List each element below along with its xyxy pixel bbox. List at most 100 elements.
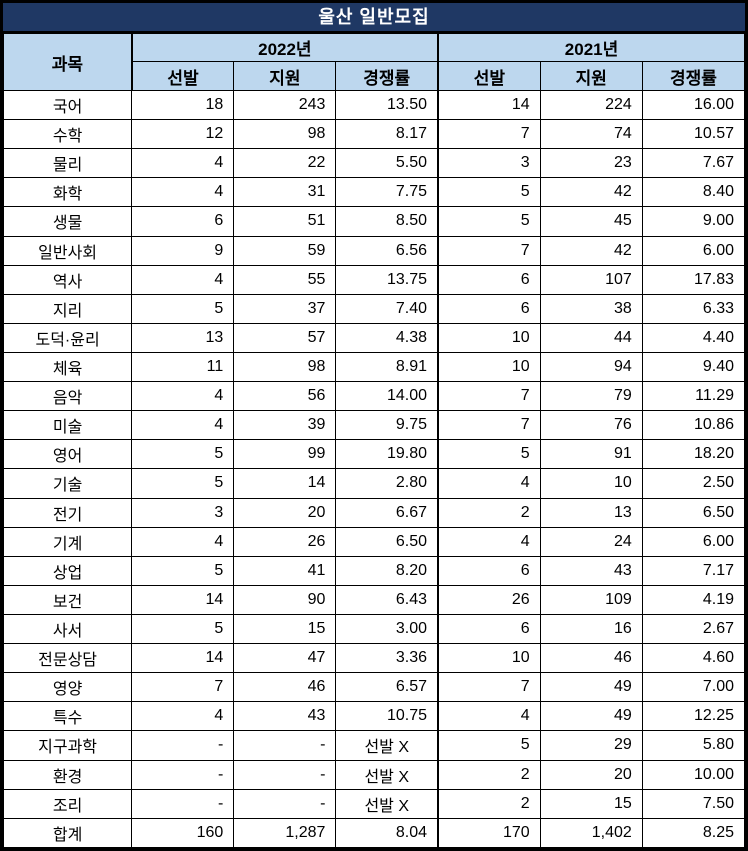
value-cell: 4.38	[335, 322, 440, 353]
subject-cell: 화학	[2, 177, 133, 208]
value-cell: 5	[131, 439, 235, 470]
value-cell: 8.91	[335, 351, 440, 383]
value-cell: -	[131, 788, 235, 819]
value-cell: 16.00	[641, 89, 746, 121]
value-cell: 11.29	[641, 381, 746, 412]
value-cell: 6.43	[335, 584, 440, 615]
header-selected-2022: 선발	[131, 61, 235, 91]
subject-cell: 생물	[2, 206, 133, 237]
header-applied-2021: 지원	[539, 61, 643, 91]
table-row: 음악 4 56 14.00 7 79 11.29	[2, 381, 746, 412]
value-cell: 5	[131, 468, 235, 499]
subject-cell: 체육	[2, 351, 133, 383]
value-cell: 15	[539, 788, 643, 819]
value-cell: 23	[539, 148, 643, 179]
value-cell: 13	[539, 497, 643, 528]
value-cell: 15	[233, 613, 337, 645]
value-cell: 49	[539, 701, 643, 732]
table-row: 역사 4 55 13.75 6 107 17.83	[2, 264, 746, 295]
sub-header-row: 선발 지원 경쟁률 선발 지원 경쟁률	[4, 61, 746, 91]
value-cell: 6	[131, 206, 235, 237]
value-cell: 91	[539, 439, 643, 470]
value-cell: 99	[233, 439, 337, 470]
value-cell: 14	[437, 89, 541, 121]
value-cell: 7.67	[641, 148, 746, 179]
subject-cell: 보건	[2, 584, 133, 615]
value-cell: 6	[437, 555, 541, 586]
value-cell: 22	[233, 148, 337, 179]
value-cell: 6.00	[641, 235, 746, 266]
table-row: 기술 5 14 2.80 4 10 2.50	[2, 468, 746, 499]
table-row: 미술 4 39 9.75 7 76 10.86	[2, 410, 746, 441]
value-cell: 4.40	[641, 322, 746, 353]
value-cell: 7.50	[641, 788, 746, 819]
value-cell: 4	[131, 177, 235, 208]
value-cell: 7	[437, 235, 541, 266]
subject-cell: 환경	[2, 759, 133, 790]
table-row: 생물 6 51 8.50 5 45 9.00	[2, 206, 746, 237]
subject-cell: 영어	[2, 439, 133, 470]
value-cell: 6.56	[335, 235, 440, 266]
value-cell: 6.33	[641, 293, 746, 324]
value-cell: 76	[539, 410, 643, 441]
value-cell: 8.25	[641, 817, 746, 849]
value-cell: 14	[233, 468, 337, 499]
value-cell: 8.20	[335, 555, 440, 586]
value-cell: 24	[539, 526, 643, 557]
value-cell: 4	[437, 701, 541, 732]
table-body: 국어 18 243 13.50 14 224 16.00 수학 12 98 8.17 7 74 10.57…	[2, 89, 746, 849]
value-cell: 13.50	[335, 89, 440, 121]
value-cell: 11	[131, 351, 235, 383]
subject-cell: 일반사회	[2, 235, 133, 266]
value-cell: 74	[539, 119, 643, 150]
value-cell: 14.00	[335, 381, 440, 412]
value-cell: 10.86	[641, 410, 746, 441]
value-cell: 12.25	[641, 701, 746, 732]
table-header: 과목 2022년 2021년 선발 지원 경쟁률 선발 지원 경쟁률	[2, 33, 746, 91]
value-cell: 79	[539, 381, 643, 412]
value-cell: 6	[437, 264, 541, 295]
table-row: 수학 12 98 8.17 7 74 10.57	[2, 119, 746, 150]
year-header-row: 과목 2022년 2021년	[2, 33, 746, 91]
value-cell: 13	[131, 322, 235, 353]
value-cell: 9	[131, 235, 235, 266]
value-cell: 5.80	[641, 730, 746, 761]
value-cell: 5	[437, 206, 541, 237]
value-cell: 6.50	[335, 526, 440, 557]
value-cell: 9.40	[641, 351, 746, 383]
value-cell: 107	[539, 264, 643, 295]
value-cell: 7.17	[641, 555, 746, 586]
table-row: 상업 5 41 8.20 6 43 7.17	[2, 555, 746, 586]
value-cell: 46	[233, 672, 337, 703]
table-row: 도덕·윤리 13 57 4.38 10 44 4.40	[2, 322, 746, 353]
value-cell: 3.00	[335, 613, 440, 645]
subject-cell: 수학	[2, 119, 133, 150]
table-row: 환경 - - 선발 X 2 20 10.00	[2, 759, 746, 790]
value-cell: 38	[539, 293, 643, 324]
table-row: 지구과학 - - 선발 X 5 29 5.80	[2, 730, 746, 761]
value-cell: 4.60	[641, 643, 746, 674]
table-row: 사서 5 15 3.00 6 16 2.67	[2, 613, 746, 645]
value-cell: 51	[233, 206, 337, 237]
subject-cell: 미술	[2, 410, 133, 441]
value-cell: 18	[131, 89, 235, 121]
value-cell: 4	[131, 701, 235, 732]
value-cell: 42	[539, 235, 643, 266]
value-cell: 44	[539, 322, 643, 353]
value-cell: 10.75	[335, 701, 440, 732]
table-row: 화학 4 31 7.75 5 42 8.40	[2, 177, 746, 208]
value-cell: 46	[539, 643, 643, 674]
value-cell: 55	[233, 264, 337, 295]
table-row: 기계 4 26 6.50 4 24 6.00	[2, 526, 746, 557]
value-cell: 19.80	[335, 439, 440, 470]
value-cell: 43	[539, 555, 643, 586]
value-cell: 선발 X	[335, 730, 440, 761]
value-cell: 45	[539, 206, 643, 237]
total-row: 합계 160 1,287 8.04 170 1,402 8.25	[2, 817, 746, 849]
value-cell: -	[233, 759, 337, 790]
subject-cell: 영양	[2, 672, 133, 703]
subject-cell: 물리	[2, 148, 133, 179]
value-cell: 57	[233, 322, 337, 353]
value-cell: 42	[539, 177, 643, 208]
table-row: 국어 18 243 13.50 14 224 16.00	[2, 89, 746, 121]
